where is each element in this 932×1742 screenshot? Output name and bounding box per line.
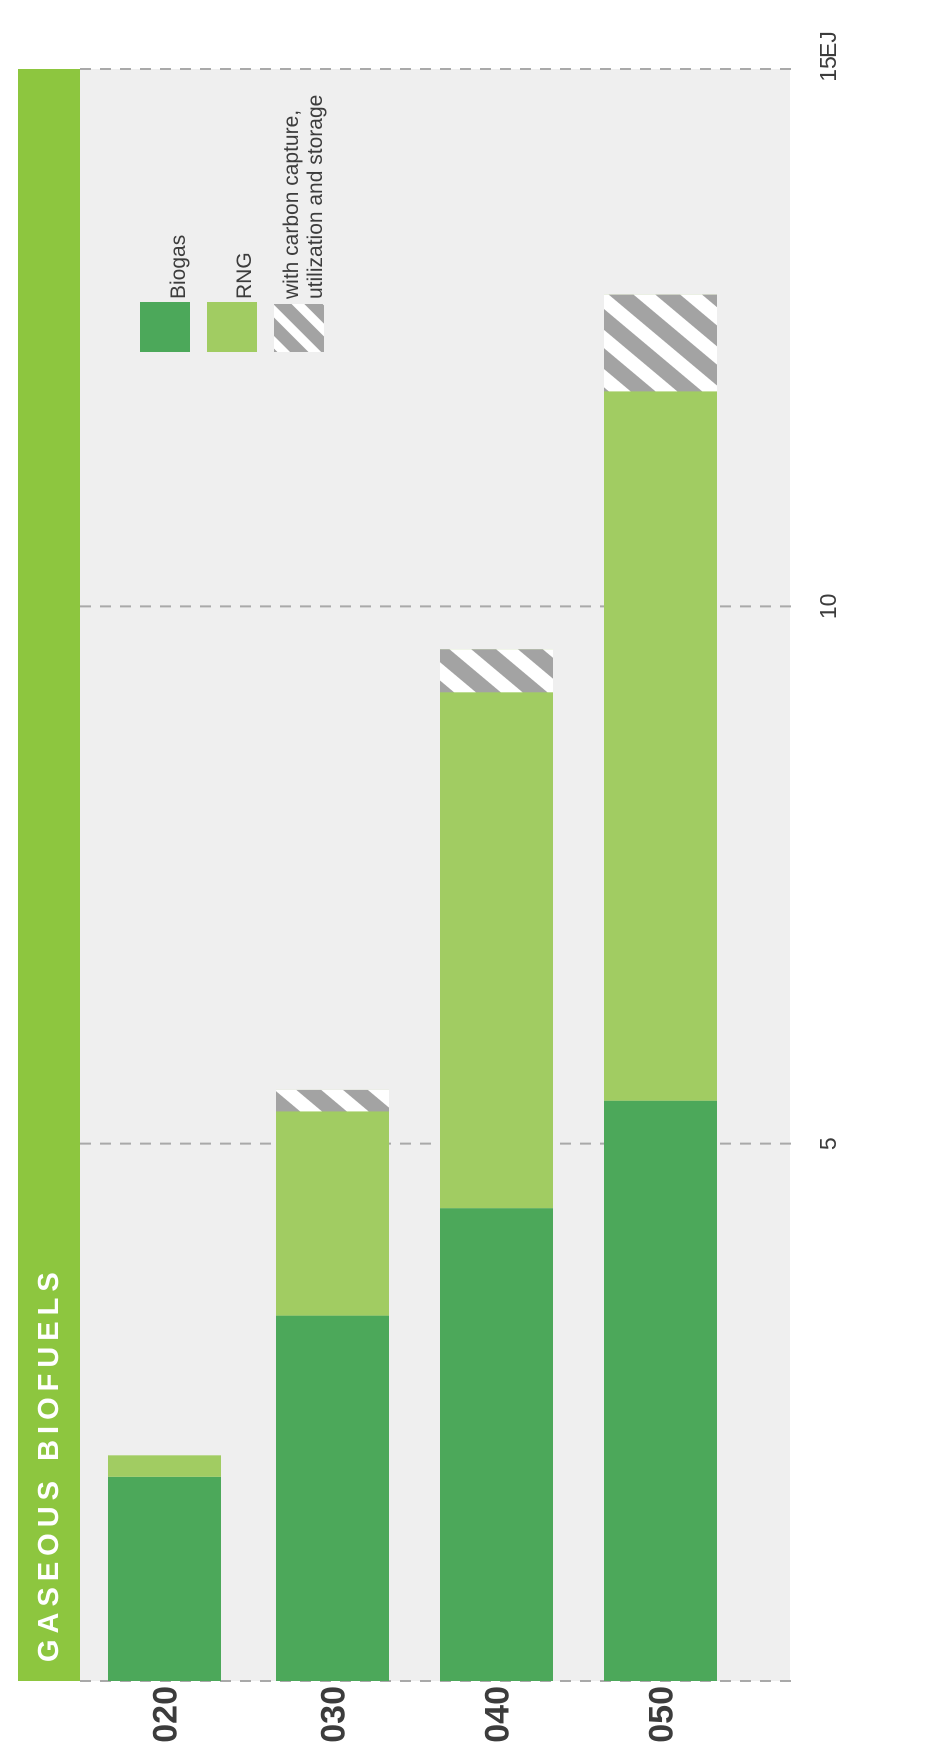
bar-biogas-2050 [604, 1100, 717, 1681]
category-axis: 2020 2030 2040 2050 [147, 1686, 681, 1742]
bar-rng-2020 [108, 1455, 221, 1477]
bar-rng-2030 [276, 1089, 389, 1316]
legend-label-biogas: Biogas [167, 235, 190, 299]
bar-biogas-2020 [108, 1476, 221, 1681]
legend-swatch-ccus [274, 304, 324, 352]
legend-swatch-rng [207, 302, 257, 352]
category-label: 2050 [643, 1686, 681, 1742]
bar-biogas-2040 [440, 1208, 553, 1681]
bar-rng-2040 [440, 649, 553, 1209]
chart-title: GASEOUS BIOFUELS [33, 1266, 65, 1662]
legend-swatch-biogas [140, 302, 190, 352]
category-label: 2040 [479, 1686, 517, 1742]
bar-biogas-2030 [276, 1315, 389, 1681]
title-band [18, 69, 80, 1681]
bar-rng-2050 [604, 294, 717, 1101]
category-label: 2020 [147, 1686, 185, 1742]
bar-ccus-2050 [604, 294, 717, 392]
legend: Biogas RNG with carbon capture, utilizat… [140, 95, 327, 352]
x-axis: 5 10 15 EJ [815, 31, 841, 1150]
category-label: 2030 [315, 1686, 353, 1742]
bar-ccus-2030 [276, 1089, 389, 1112]
bars [108, 294, 717, 1681]
x-tick-label: 15 [815, 56, 841, 82]
legend-label-ccus: with carbon capture, utilization and sto… [280, 95, 327, 300]
x-tick-label: 10 [815, 594, 841, 620]
x-axis-unit: EJ [815, 31, 841, 58]
x-tick-label: 5 [815, 1137, 841, 1150]
legend-label-rng: RNG [233, 252, 256, 299]
bar-ccus-2040 [440, 649, 553, 693]
